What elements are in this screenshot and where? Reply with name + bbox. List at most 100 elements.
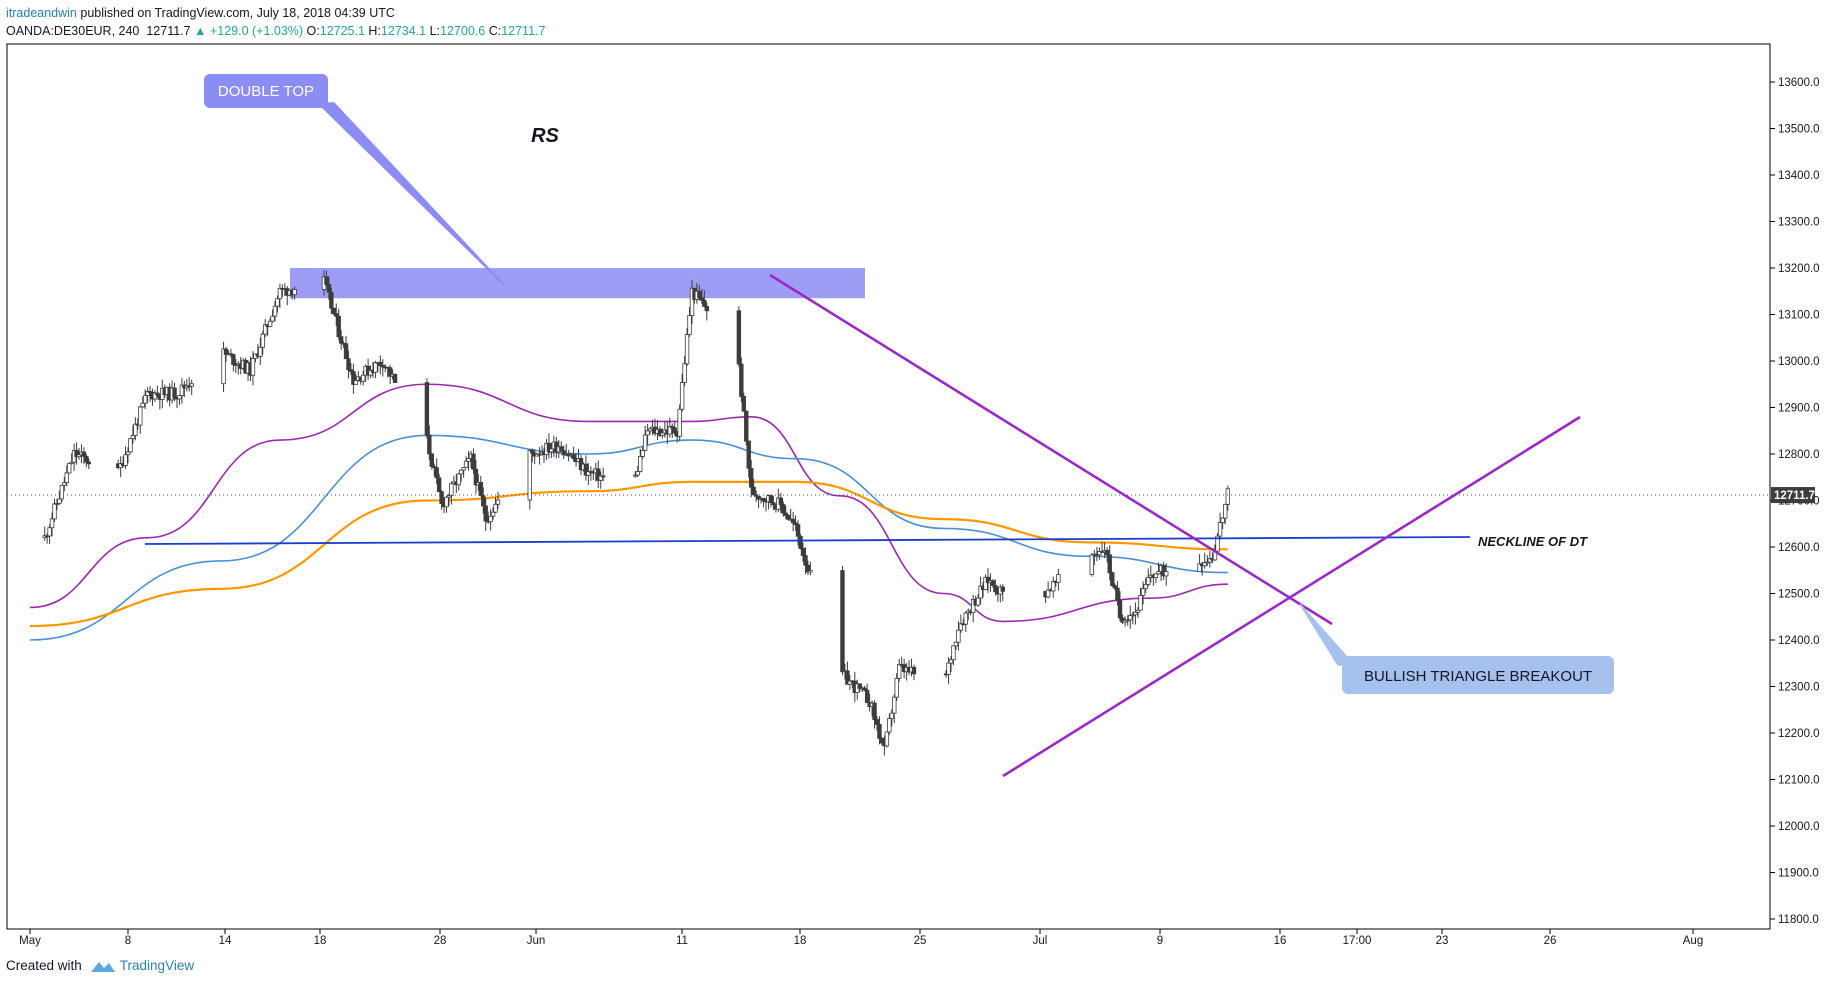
y-tick-label: 13200.0 <box>1778 263 1820 275</box>
candle <box>864 683 870 703</box>
candle-body <box>761 497 766 502</box>
candle <box>951 645 956 666</box>
candle <box>292 286 297 300</box>
candle <box>586 462 591 485</box>
candle-body <box>1056 574 1061 583</box>
candle <box>596 460 601 489</box>
candle <box>746 440 751 478</box>
candle <box>877 716 882 745</box>
candle-body <box>601 475 606 478</box>
candle-body <box>434 467 439 479</box>
candle <box>601 467 606 482</box>
candle-body <box>702 299 707 307</box>
candle <box>647 427 653 435</box>
candle <box>1104 547 1110 563</box>
candle <box>47 524 52 545</box>
candle <box>125 447 131 464</box>
candle <box>1205 555 1210 566</box>
candle <box>975 594 981 608</box>
candle-body <box>897 663 902 679</box>
candle <box>483 498 488 532</box>
candle-body <box>946 662 951 675</box>
candle <box>598 471 603 489</box>
candle <box>456 472 461 491</box>
candle-body <box>739 363 744 397</box>
candle <box>69 453 74 465</box>
candle-body <box>635 471 640 476</box>
author-link[interactable]: itradeandwin <box>6 6 77 20</box>
candle-body <box>260 333 265 348</box>
candle-body <box>1223 503 1228 519</box>
candle-body <box>1133 611 1138 616</box>
x-tick-label: 8 <box>125 935 131 947</box>
candle <box>840 565 845 676</box>
candle <box>1217 512 1223 540</box>
candle <box>429 452 434 470</box>
x-tick-label: 26 <box>1544 935 1557 947</box>
candle-body <box>1125 619 1130 622</box>
candle-body <box>1225 488 1230 505</box>
candle-body <box>292 289 297 296</box>
candle-body <box>983 576 988 591</box>
candle-body <box>52 503 57 520</box>
candle-body <box>633 474 638 477</box>
candle-body <box>744 410 749 442</box>
candle <box>805 560 811 576</box>
candle <box>466 450 471 471</box>
candle-body <box>657 428 663 436</box>
candle-body <box>699 297 705 301</box>
candle <box>1146 568 1151 587</box>
candle <box>1207 550 1213 568</box>
x-tick-label: 18 <box>794 935 807 947</box>
double-top-label: DOUBLE TOP <box>218 83 314 100</box>
candle-body <box>571 454 576 459</box>
candle-body <box>958 623 964 631</box>
candle-body <box>990 580 996 586</box>
candle-body <box>771 502 776 506</box>
candle <box>911 664 917 681</box>
tradingview-link[interactable]: TradingView <box>119 958 195 973</box>
candle-body <box>527 450 532 501</box>
candle-body <box>736 310 742 365</box>
candle <box>677 404 682 442</box>
candle-body <box>884 731 890 747</box>
candle-body <box>1051 581 1056 592</box>
candle-body <box>346 358 351 371</box>
candle <box>52 498 57 522</box>
candle <box>546 433 552 459</box>
candle-body <box>1215 535 1220 552</box>
candle <box>874 716 880 731</box>
candle <box>786 514 791 521</box>
candle <box>343 335 349 360</box>
candle-body <box>481 495 486 507</box>
candle-body <box>530 450 535 454</box>
double-top-zone <box>290 268 865 299</box>
candle-body <box>152 392 158 400</box>
candle-body <box>549 448 554 453</box>
chart-header: itradeandwin published on TradingView.co… <box>6 4 545 40</box>
candle-body <box>429 453 434 467</box>
candle-body <box>874 719 880 725</box>
candle-body <box>353 380 359 385</box>
candle-body <box>326 283 332 293</box>
candle-body <box>172 387 177 399</box>
candle <box>657 426 663 438</box>
candle-body <box>138 406 143 426</box>
candle <box>1161 561 1166 581</box>
candle-body <box>179 384 185 396</box>
candle <box>1202 552 1207 569</box>
candle-body <box>64 472 69 484</box>
candle-body <box>478 482 483 497</box>
candle <box>635 465 640 478</box>
x-tick-label: 14 <box>219 935 232 947</box>
candle-body <box>894 677 899 698</box>
y-tick-label: 13400.0 <box>1778 170 1820 182</box>
candle <box>778 492 783 513</box>
candle <box>1115 581 1120 606</box>
candle <box>781 501 786 517</box>
candle-body <box>546 442 552 453</box>
candle-body <box>123 454 128 466</box>
x-tick-label: Aug <box>1683 935 1703 947</box>
candle <box>76 447 82 460</box>
